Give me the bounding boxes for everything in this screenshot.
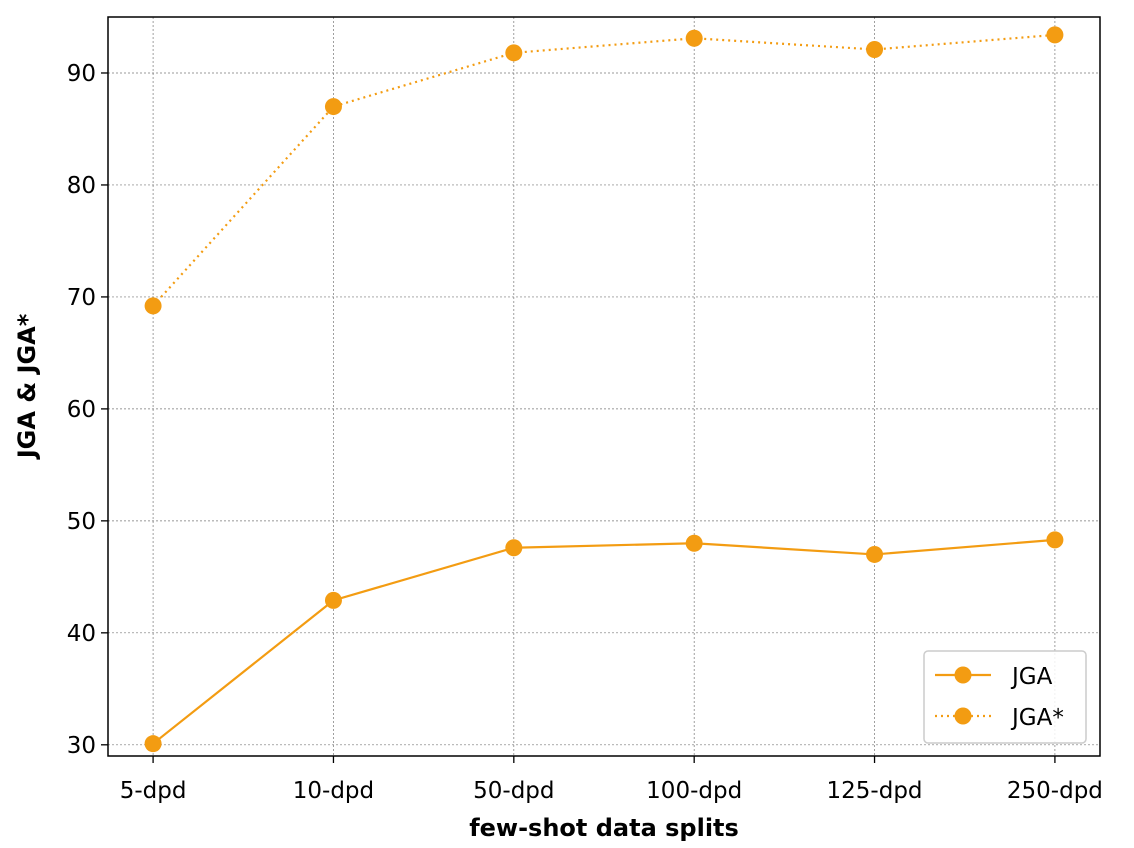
data-point xyxy=(685,534,703,552)
legend-marker xyxy=(954,666,972,684)
y-tick-label: 90 xyxy=(67,61,96,87)
data-point xyxy=(1046,26,1064,44)
data-point xyxy=(685,29,703,47)
x-tick-label: 5-dpd xyxy=(120,778,187,804)
data-point xyxy=(1046,531,1064,549)
data-point xyxy=(866,40,884,58)
x-tick-label: 100-dpd xyxy=(646,778,742,804)
y-tick-label: 30 xyxy=(67,733,96,759)
ticks: 5-dpd 10-dpd 50-dpd 100-dpd 125-dpd 250-dpd 30… xyxy=(67,61,1103,804)
data-point xyxy=(866,545,884,563)
x-tick-label: 10-dpd xyxy=(293,778,374,804)
plot-frame xyxy=(107,16,1101,757)
x-axis-label: few-shot data splits xyxy=(469,814,739,842)
x-tick-label: 250-dpd xyxy=(1007,778,1103,804)
y-tick-label: 40 xyxy=(67,621,96,647)
grid xyxy=(108,17,1100,756)
legend-label: JGA xyxy=(1010,664,1053,690)
y-tick-label: 80 xyxy=(67,173,96,199)
series-line-JGA xyxy=(152,538,1055,745)
legend-marker xyxy=(954,707,972,725)
series-layer xyxy=(144,26,1064,753)
data-point xyxy=(144,297,162,315)
y-tick-label: 60 xyxy=(67,397,96,423)
data-point xyxy=(324,98,342,116)
y-axis-label: JGA & JGA* xyxy=(13,313,41,460)
x-tick-label: 125-dpd xyxy=(827,778,923,804)
series-line-JGA* xyxy=(152,33,1055,307)
x-tick-label: 50-dpd xyxy=(473,778,554,804)
data-point xyxy=(144,735,162,753)
legend: JGA JGA* xyxy=(923,650,1087,744)
data-point xyxy=(324,591,342,609)
data-point xyxy=(505,539,523,557)
y-tick-label: 50 xyxy=(67,509,96,535)
legend-label: JGA* xyxy=(1010,705,1064,731)
y-tick-label: 70 xyxy=(67,285,96,311)
data-point xyxy=(505,44,523,62)
